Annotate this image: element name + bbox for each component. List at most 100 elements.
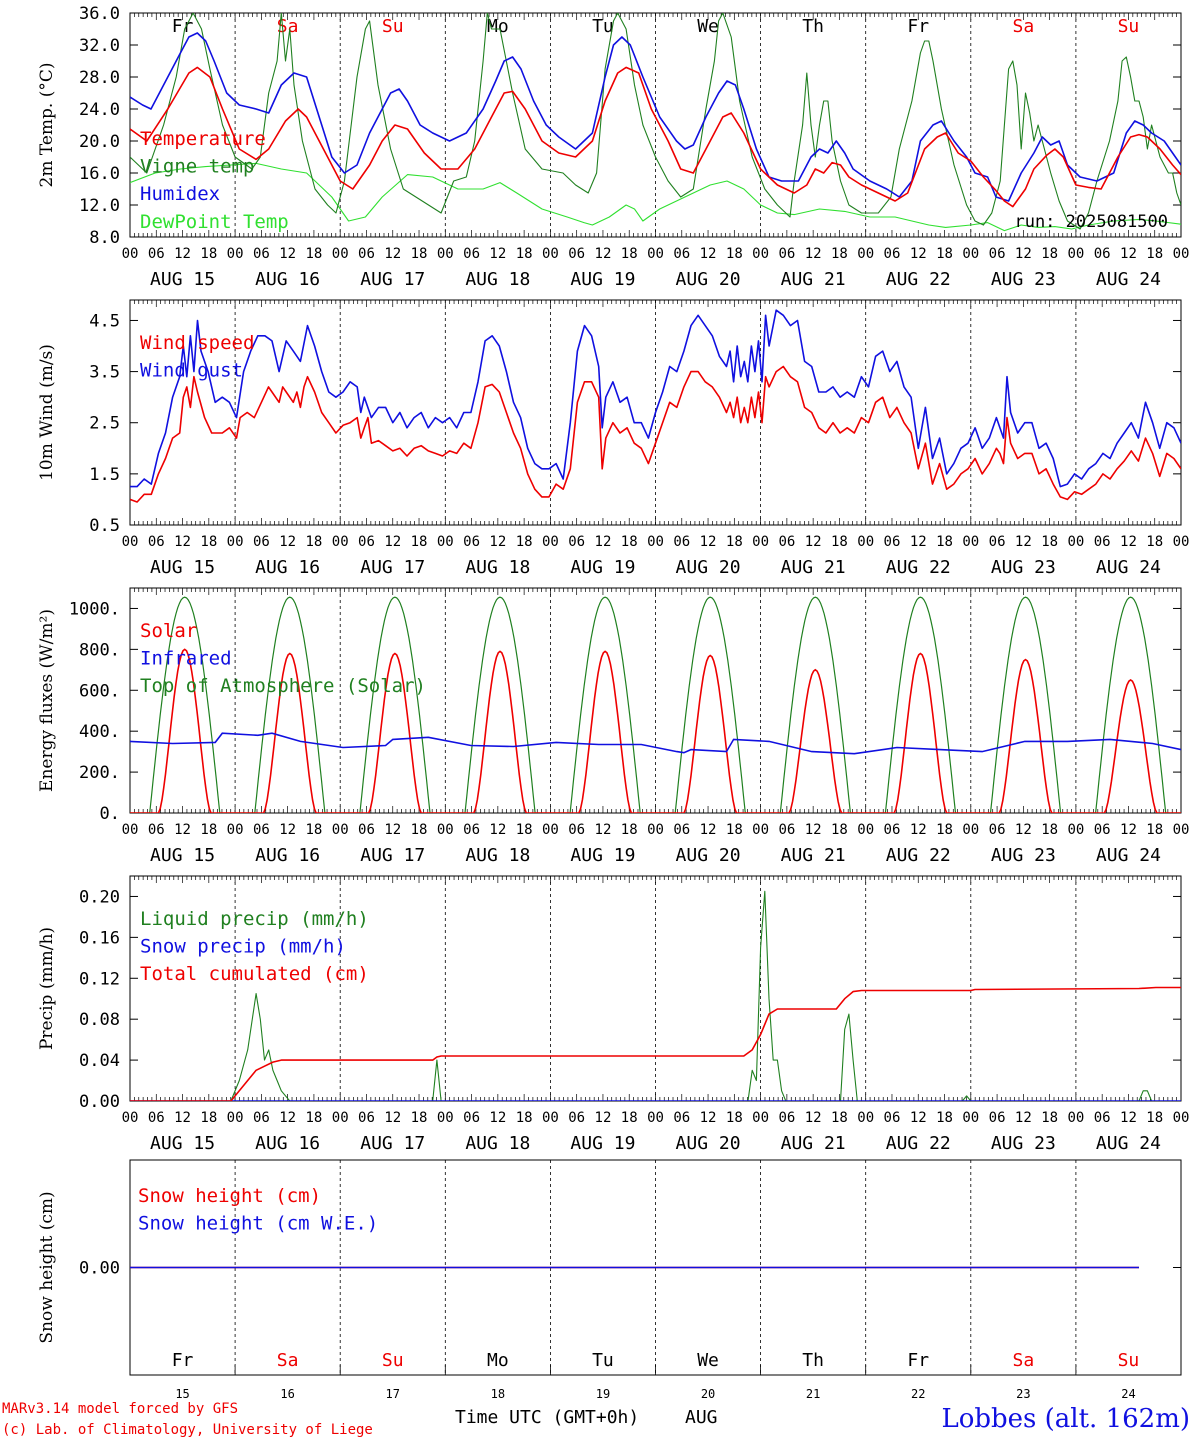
legend-entry: Snow height (cm) xyxy=(138,1185,321,1207)
x-hour-label: 12 xyxy=(910,1110,927,1126)
y-tick-label: 20.0 xyxy=(79,132,120,152)
x-hour-label: 12 xyxy=(384,246,401,262)
y-tick-label: 200. xyxy=(79,763,120,783)
day-of-week-label: Su xyxy=(382,16,404,37)
x-hour-label: 06 xyxy=(673,822,690,838)
x-date-label: AUG 18 xyxy=(465,845,530,866)
day-of-week-label: Fr xyxy=(907,16,929,37)
x-hour-label: 18 xyxy=(305,246,322,262)
x-date-label: AUG 17 xyxy=(360,557,425,578)
day-number-label: 23 xyxy=(1016,1387,1030,1401)
x-hour-label: 18 xyxy=(726,534,743,550)
x-hour-label: 18 xyxy=(1146,1110,1163,1126)
x-hour-label: 06 xyxy=(253,822,270,838)
x-hour-label: 00 xyxy=(437,1110,454,1126)
day-number-label: 22 xyxy=(911,1387,925,1401)
x-date-label: AUG 24 xyxy=(1096,269,1161,290)
x-hour-label: 06 xyxy=(673,246,690,262)
x-hour-label: 06 xyxy=(463,822,480,838)
wind-speed-line xyxy=(130,365,1181,503)
y-tick-label: 0.00 xyxy=(79,1259,120,1279)
x-date-label: AUG 22 xyxy=(886,269,951,290)
humidex-line xyxy=(130,32,1181,202)
x-hour-label: 12 xyxy=(1120,822,1137,838)
x-hour-label: 18 xyxy=(411,822,428,838)
y-tick-label: 12.0 xyxy=(79,196,120,216)
x-date-label: AUG 18 xyxy=(465,557,530,578)
x-date-label: AUG 18 xyxy=(465,269,530,290)
y-tick-label: 0.04 xyxy=(79,1051,120,1071)
x-hour-label: 06 xyxy=(148,822,165,838)
x-hour-label: 18 xyxy=(936,822,953,838)
x-hour-label: 06 xyxy=(463,1110,480,1126)
total-cumulated-cm--line xyxy=(130,986,1181,1101)
legend-entry: DewPoint Temp xyxy=(140,211,289,233)
x-hour-label: 00 xyxy=(542,1110,559,1126)
x-hour-label: 12 xyxy=(174,1110,191,1126)
x-hour-label: 06 xyxy=(568,822,585,838)
x-hour-label: 18 xyxy=(831,246,848,262)
day-of-week-label: Su xyxy=(382,1350,404,1371)
x-hour-label: 12 xyxy=(279,822,296,838)
x-hour-label: 12 xyxy=(279,1110,296,1126)
precip-panel: 0.20 0.16 0.12 0.08 0.04 0.00 Precip (mm/h) 00 0… xyxy=(37,875,1189,1154)
x-hour-label: 12 xyxy=(805,1110,822,1126)
x-hour-label: 00 xyxy=(1173,534,1190,550)
legend-entry: Wind gust xyxy=(140,360,243,382)
x-hour-label: 06 xyxy=(989,1110,1006,1126)
x-hour-label: 18 xyxy=(305,1110,322,1126)
x-date-label: AUG 24 xyxy=(1096,845,1161,866)
x-hour-label: 12 xyxy=(1120,246,1137,262)
x-hour-label: 18 xyxy=(936,246,953,262)
x-date-label: AUG 16 xyxy=(255,1133,320,1154)
plot-frame xyxy=(129,587,1182,814)
y-tick-label: 3.5 xyxy=(89,363,120,383)
x-date-label: AUG 21 xyxy=(781,557,846,578)
day-of-week-label: Sa xyxy=(277,1350,299,1371)
x-hour-label: 18 xyxy=(1041,534,1058,550)
day-of-week-label: Sa xyxy=(1013,16,1035,37)
day-number-label: 20 xyxy=(701,1387,715,1401)
day-of-week-label: Th xyxy=(802,1350,824,1371)
x-hour-label: 12 xyxy=(279,534,296,550)
x-date-label: AUG 20 xyxy=(676,1133,741,1154)
x-hour-label: 00 xyxy=(857,1110,874,1126)
x-date-label: AUG 22 xyxy=(886,1133,951,1154)
x-hour-label: 12 xyxy=(700,1110,717,1126)
day-of-week-label: Su xyxy=(1118,1350,1140,1371)
x-hour-label: 06 xyxy=(463,246,480,262)
x-hour-label: 00 xyxy=(437,246,454,262)
x-hour-label: 12 xyxy=(1120,1110,1137,1126)
y-tick-label: 400. xyxy=(79,722,120,742)
y-axis-label: Precip (mm/h) xyxy=(37,927,57,1050)
x-hour-label: 18 xyxy=(1041,822,1058,838)
x-hour-label: 06 xyxy=(884,246,901,262)
x-axis-label: Time UTC (GMT+0h) xyxy=(455,1407,639,1428)
y-tick-label: 28.0 xyxy=(79,68,120,88)
series-group xyxy=(130,309,1181,503)
x-hour-label: 18 xyxy=(200,534,217,550)
x-hour-label: 18 xyxy=(936,534,953,550)
day-number-label: 17 xyxy=(386,1387,400,1401)
x-hour-label: 06 xyxy=(884,534,901,550)
x-hour-label: 18 xyxy=(200,1110,217,1126)
x-hour-label: 06 xyxy=(568,534,585,550)
wind-panel: 4.5 3.5 2.5 1.5 0.5 10m Wind (m/s) 00 06 12 18 AUG… xyxy=(37,299,1190,578)
x-hour-label: 12 xyxy=(489,246,506,262)
y-tick-label: 0.16 xyxy=(79,928,120,948)
x-hour-label: 18 xyxy=(831,1110,848,1126)
x-hour-label: 18 xyxy=(305,822,322,838)
x-hour-label: 12 xyxy=(700,534,717,550)
toa-solar-line xyxy=(130,596,1181,813)
x-date-label: AUG 24 xyxy=(1096,557,1161,578)
y-tick-label: 36.0 xyxy=(79,4,120,24)
x-date-label: AUG 16 xyxy=(255,557,320,578)
x-hour-label: 00 xyxy=(542,534,559,550)
x-hour-label: 18 xyxy=(621,534,638,550)
day-number-label: 24 xyxy=(1121,1387,1135,1401)
day-number-label: 18 xyxy=(491,1387,505,1401)
x-date-label: AUG 15 xyxy=(150,845,215,866)
x-hour-label: 12 xyxy=(805,534,822,550)
y-tick-label: 0.00 xyxy=(79,1092,120,1112)
x-hour-label: 12 xyxy=(910,822,927,838)
